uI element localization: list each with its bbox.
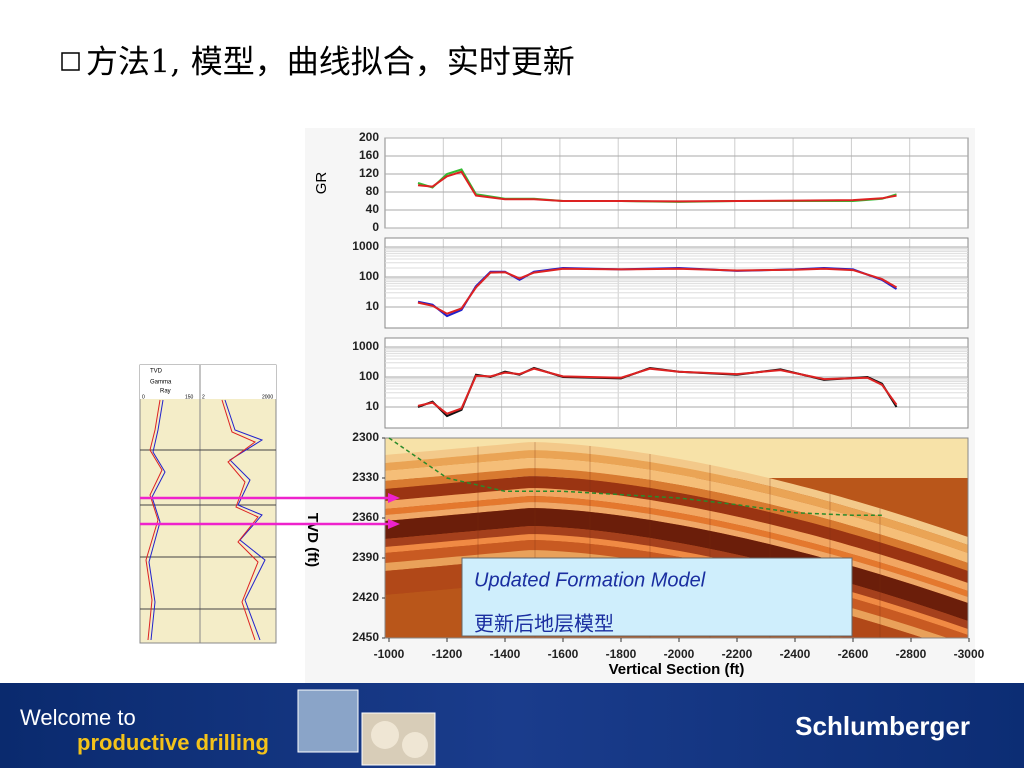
annotation-chinese: 更新后地层模型 [474,612,614,636]
y-tick-label: 200 [359,130,379,144]
small-scale: 150 [185,394,194,400]
series-line [417,170,897,203]
formation-layer [385,442,968,546]
small-label: Gamma [150,380,172,386]
y-tick-label: 80 [366,184,380,198]
series-line [417,267,897,315]
series-line [417,367,898,415]
small-log-frame [139,364,277,644]
small-log: TVD Gamma Ray 0 150 2 2000 [139,364,277,644]
formation-layer [385,508,968,622]
x-tick-label: -1800 [606,647,637,661]
x-tick-label: -2200 [722,647,753,661]
x-tick-label: -2600 [838,647,869,661]
y-tick-label: 120 [359,166,379,180]
y-tick-label: 0 [372,220,379,234]
small-scale: 2 [202,394,205,400]
y-tick-label: 2330 [352,470,379,484]
y-tick-label: 160 [359,148,379,162]
small-label: TVD [150,369,163,375]
x-tick-label: -2000 [664,647,695,661]
footer-band [0,683,1024,768]
small-scale: 2000 [262,394,273,400]
y-tick-label: 40 [366,202,380,216]
formation-layer [385,458,968,564]
x-tick-label: -1000 [374,647,405,661]
photo-detail [371,721,399,749]
small-curve [224,399,266,641]
small-curve [221,399,259,641]
formation-layer [385,534,968,636]
y-tick-label: 10 [366,399,380,413]
y-tick-label: 100 [359,369,379,383]
footer-welcome: Welcome to [20,705,136,730]
x-tick-label: -2400 [780,647,811,661]
small-curve [145,399,163,641]
formation-layer [385,496,968,598]
small-log-header [140,365,276,399]
formation-model [385,438,968,638]
arrow-head [388,493,400,503]
footer-photo [297,689,359,753]
bullet [61,52,80,71]
annotation-english: Updated Formation Model [474,569,706,591]
x-tick-label: -1600 [548,647,579,661]
x-tick-label: -2800 [896,647,927,661]
x-tick-label: -1400 [490,647,521,661]
y-tick-label: 1000 [352,339,379,353]
small-scale: 0 [142,394,145,400]
y-tick-label: 100 [359,269,379,283]
panel-frame [384,437,969,639]
y-tick-label: 1000 [352,239,379,253]
y-tick-label: 2420 [352,590,379,604]
footer-brand: Schlumberger [795,711,970,741]
x-tick-label: -3000 [954,647,985,661]
y-axis-label: GR [313,172,330,195]
y-axis-label: TVD (ft) [304,513,321,567]
footer-tagline: productive drilling [77,730,269,755]
y-tick-label: 10 [366,299,380,313]
small-label: Ray [160,389,171,395]
x-axis-label: Vertical Section (ft) [609,661,745,678]
formation-layer [385,468,968,572]
y-tick-label: 2360 [352,510,379,524]
formation-layer [385,450,968,554]
y-tick-label: 2300 [352,430,379,444]
series-line [388,437,882,517]
formation-layer [385,526,968,630]
formation-layer [385,488,968,592]
title: 方法1, 模型，曲线拟合，实时更新 [86,43,575,81]
formation-layer [385,502,968,604]
y-tick-label: 2390 [352,550,379,564]
arrow-head [388,519,400,529]
photo-detail [402,732,428,758]
annotation-box [461,557,853,637]
x-tick-label: -1200 [432,647,463,661]
y-tick-label: 2450 [352,630,379,644]
